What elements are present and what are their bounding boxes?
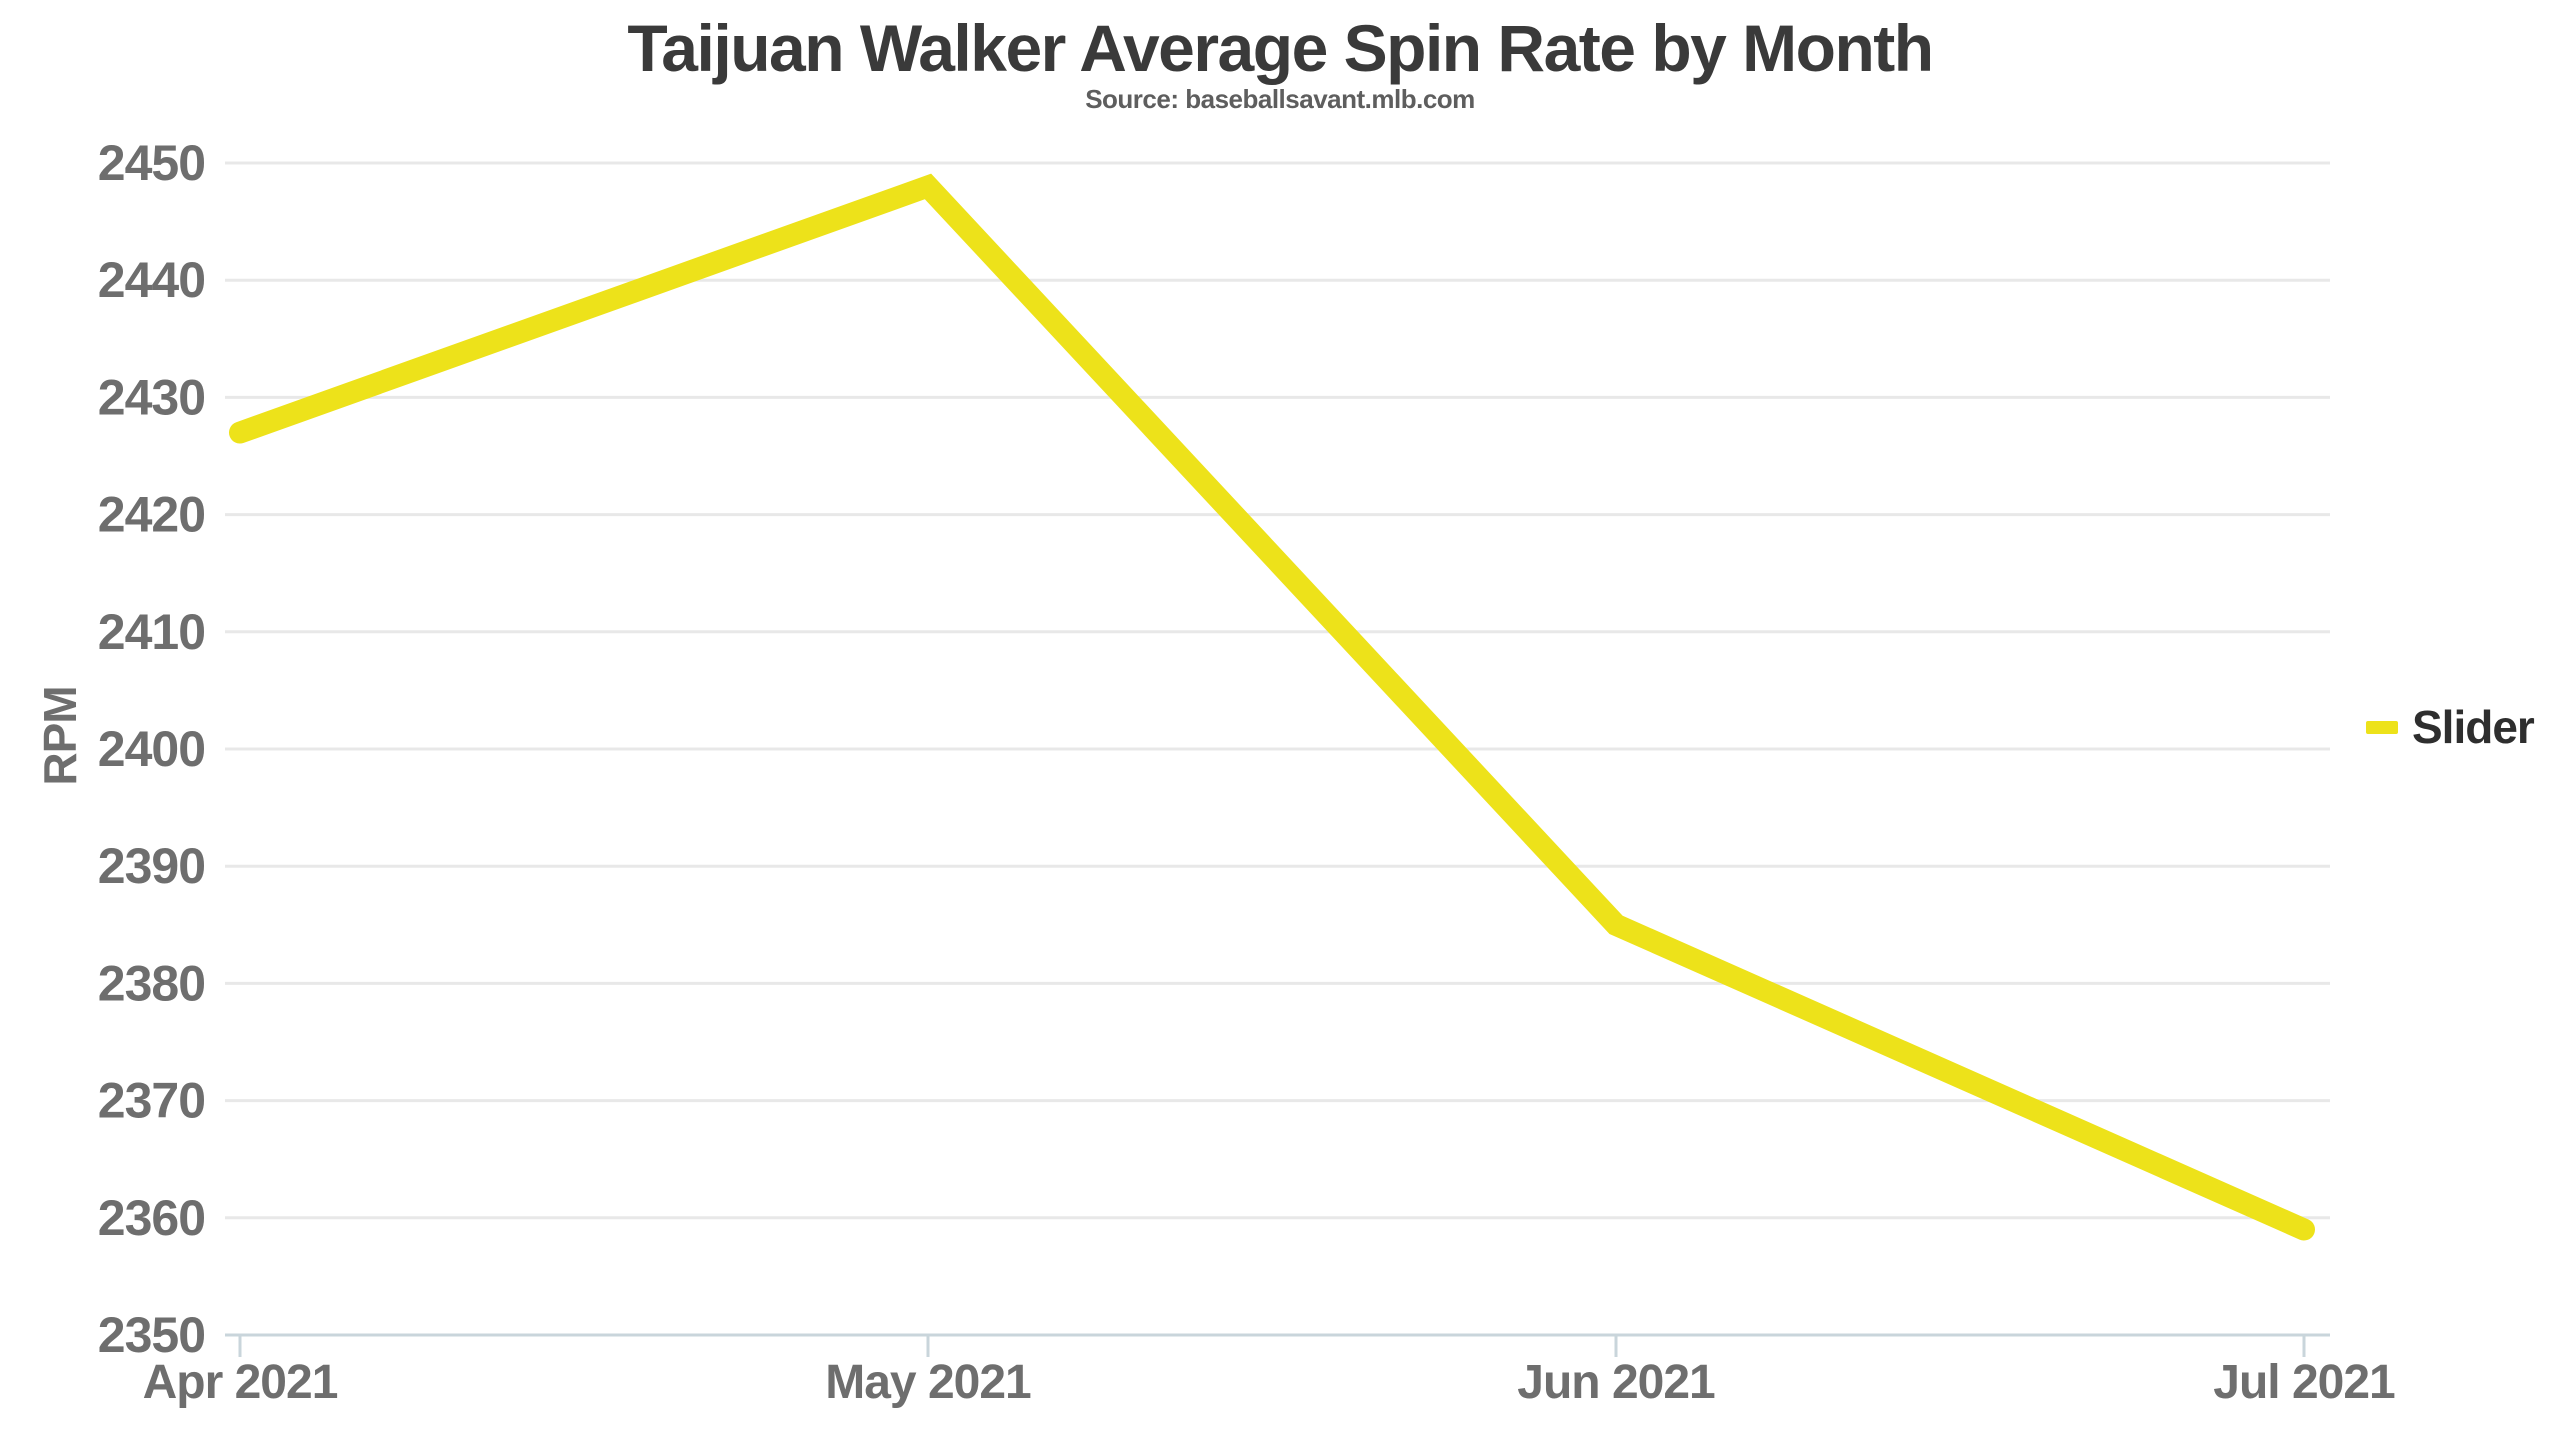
x-axis-tick-label: Jul 2021 xyxy=(2213,1356,2395,1409)
x-axis-tick-label: May 2021 xyxy=(825,1356,1031,1409)
y-axis-tick-label: 2380 xyxy=(98,955,205,1011)
legend: Slider xyxy=(2366,700,2535,754)
legend-label: Slider xyxy=(2412,701,2535,753)
y-axis-tick-label: 2440 xyxy=(98,252,205,308)
y-axis-tick-label: 2420 xyxy=(98,487,205,543)
x-axis-tick-label: Jun 2021 xyxy=(1517,1356,1715,1409)
y-axis-tick-label: 2410 xyxy=(98,604,205,660)
chart-title: Taijuan Walker Average Spin Rate by Mont… xyxy=(627,11,1934,85)
legend-item-slider[interactable]: Slider xyxy=(2366,700,2535,754)
y-axis-tick-label: 2390 xyxy=(98,838,205,894)
x-axis-tick-label: Apr 2021 xyxy=(143,1356,338,1409)
y-axis-tick-label: 2450 xyxy=(98,135,205,191)
legend-swatch-icon xyxy=(2366,720,2398,734)
series-line-slider xyxy=(229,173,2315,1241)
y-axis-tick-label: 2350 xyxy=(98,1307,205,1363)
chart-subtitle: Source: baseballsavant.mlb.com xyxy=(1085,84,1475,114)
y-axis-tick-label: 2430 xyxy=(98,369,205,425)
y-axis-tick-label: 2370 xyxy=(98,1073,205,1129)
y-axis-tick-label: 2360 xyxy=(98,1190,205,1246)
y-axis-tick-label: 2400 xyxy=(98,721,205,777)
